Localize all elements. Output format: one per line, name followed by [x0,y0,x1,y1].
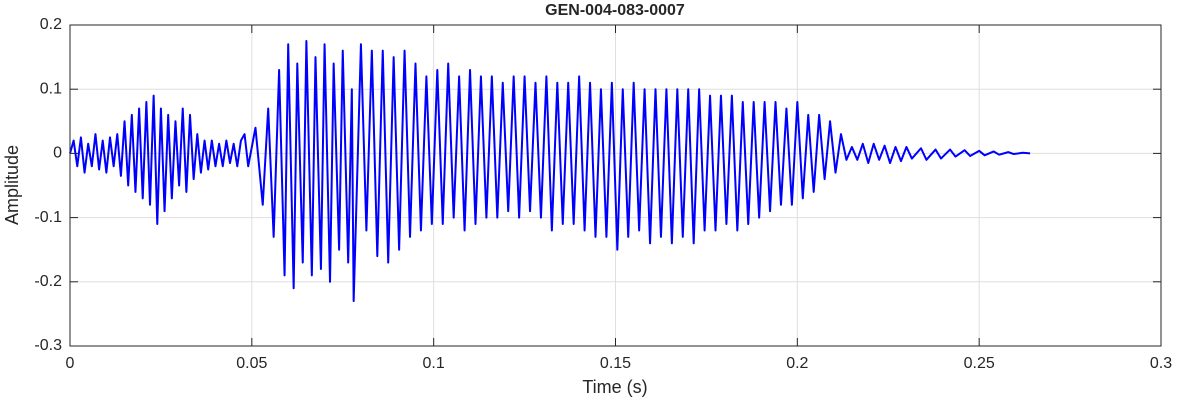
y-tick-label: 0 [53,145,62,162]
y-axis-label: Amplitude [2,145,22,225]
plot-frame [69,24,1162,347]
y-tick-label: 0.1 [40,80,62,97]
waveform-line [69,40,1031,303]
x-axis-label: Time (s) [582,377,647,397]
x-tick-label: 0.15 [600,355,631,372]
y-tick-label: 0.2 [40,16,62,33]
x-tick-label: 0 [66,355,75,372]
y-tick-label: -0.1 [34,209,62,226]
chart-title: GEN-004-083-0007 [545,2,685,19]
y-tick-label: -0.2 [34,273,62,290]
y-tick-label: -0.3 [34,337,62,354]
x-tick-label: 0.1 [423,355,445,372]
x-tick-label: 0.3 [1150,355,1172,372]
x-tick-label: 0.2 [786,355,808,372]
x-tick-label: 0.05 [236,355,267,372]
x-tick-label: 0.25 [964,355,995,372]
